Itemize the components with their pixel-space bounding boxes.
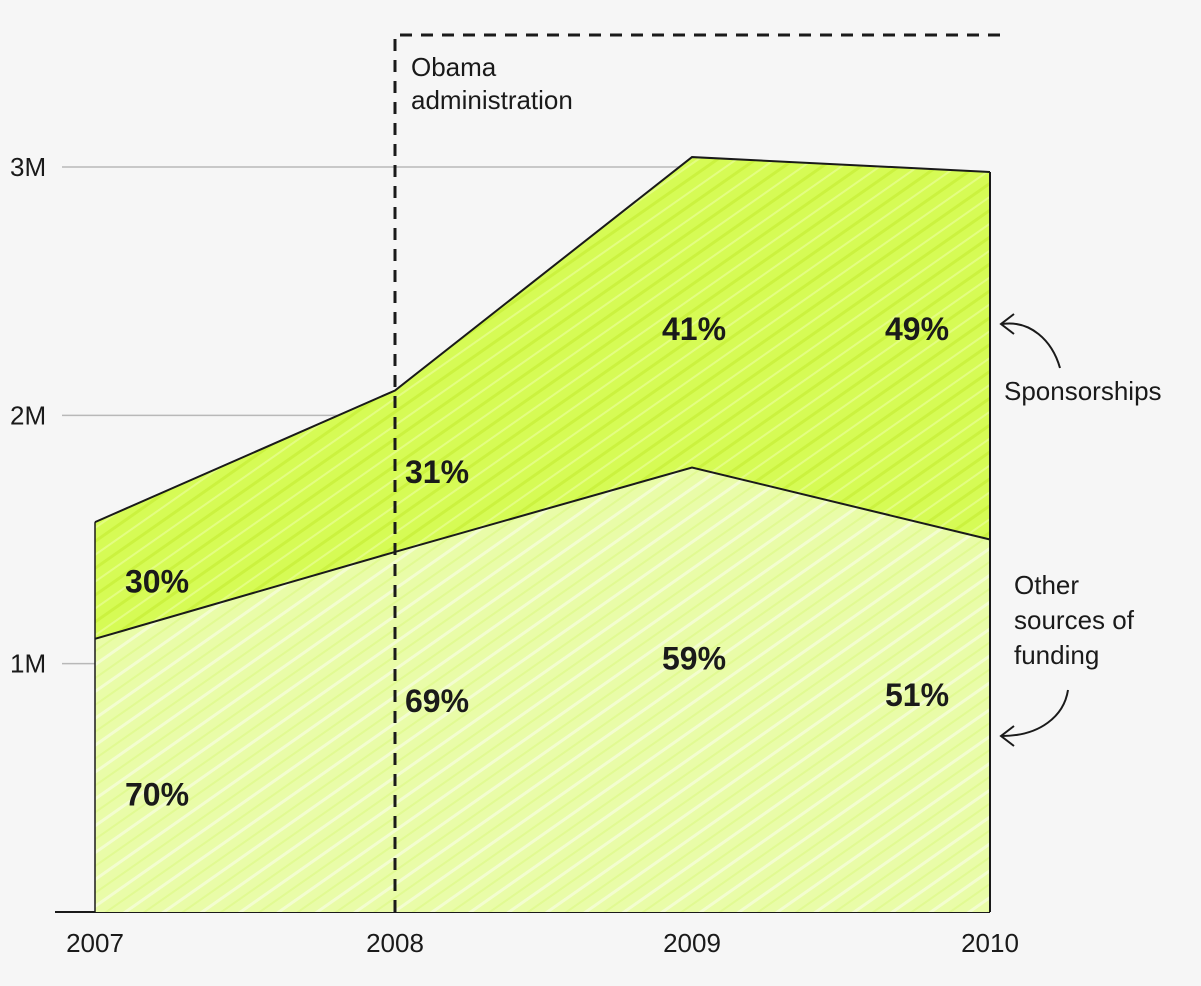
pct-label-other-2010: 51%: [885, 677, 949, 713]
x-tick-label-2007: 2007: [66, 928, 124, 958]
other-callout-line3: funding: [1014, 640, 1099, 670]
pct-label-sponsorships-2008: 31%: [405, 454, 469, 490]
line-other-sources: [94, 466, 991, 640]
other-arrow-head: [999, 725, 1015, 747]
x-tick-label-2008: 2008: [366, 928, 424, 958]
pct-label-other-2008: 69%: [405, 683, 469, 719]
annotation-layer: Obama administration: [393, 33, 1000, 912]
other-callout-line2: sources of: [1014, 605, 1135, 635]
x-tick-label-2009: 2009: [663, 928, 721, 958]
pct-label-other-2007: 70%: [125, 776, 189, 812]
other-callout-line1: Other: [1014, 570, 1079, 600]
label-layer: 70% 69% 59% 51% 30% 31% 41% 49%: [125, 311, 949, 812]
other-arrow: [1001, 689, 1069, 737]
x-tick-label-2010: 2010: [961, 928, 1019, 958]
pct-label-sponsorships-2009: 41%: [662, 311, 726, 347]
pct-label-sponsorships-2010: 49%: [885, 311, 949, 347]
y-tick-label-3M: 3M: [10, 152, 46, 182]
y-tick-label-2M: 2M: [10, 400, 46, 430]
pct-label-sponsorships-2007: 30%: [125, 563, 189, 599]
annotation-label-line2: administration: [411, 85, 573, 115]
area-sponsorships: [95, 157, 990, 639]
sponsorships-callout: Sponsorships: [1004, 376, 1162, 406]
sponsorships-arrow-head: [999, 313, 1015, 335]
line-total: [94, 156, 991, 524]
sponsorships-arrow: [1001, 322, 1061, 369]
callout-layer: Sponsorships Other sources of funding: [999, 313, 1162, 747]
area-layer: [94, 156, 991, 912]
area-other-sources: [95, 467, 990, 912]
y-tick-label-1M: 1M: [10, 649, 46, 679]
pct-label-other-2009: 59%: [662, 641, 726, 677]
annotation-label-line1: Obama: [411, 52, 497, 82]
